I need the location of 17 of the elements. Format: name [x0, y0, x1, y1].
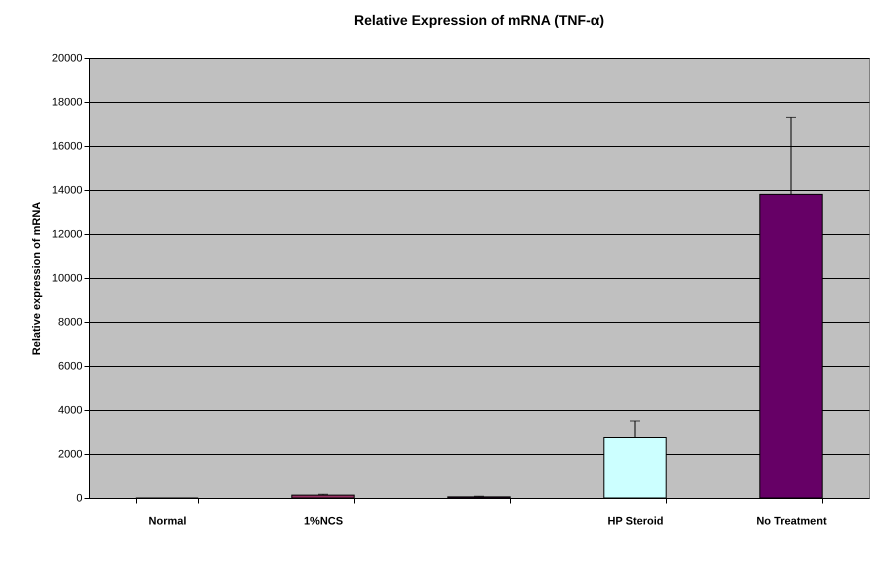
y-tick-label: 10000 — [52, 272, 82, 284]
y-tick-label: 4000 — [58, 404, 82, 416]
y-tick-label: 2000 — [58, 448, 82, 460]
y-tick-label: 18000 — [52, 96, 82, 108]
y-tick-label: 6000 — [58, 360, 82, 372]
y-tick-label: 14000 — [52, 184, 82, 196]
y-tick-label: 16000 — [52, 140, 82, 152]
y-axis-title: Relative expression of mRNA — [30, 202, 43, 356]
y-tick-label: 20000 — [52, 52, 82, 64]
x-tick-label: HP Steroid — [607, 516, 664, 528]
y-tick-label: 12000 — [52, 228, 82, 240]
y-tick-label: 8000 — [58, 316, 82, 328]
x-tick-label: No Treatment — [756, 516, 827, 528]
x-tick-label: 1%NCS — [304, 516, 344, 528]
chart-title: Relative Expression of mRNA (TNF-α) — [354, 12, 604, 28]
x-tick-label: Normal — [148, 516, 186, 528]
y-tick-label: 0 — [76, 492, 82, 504]
